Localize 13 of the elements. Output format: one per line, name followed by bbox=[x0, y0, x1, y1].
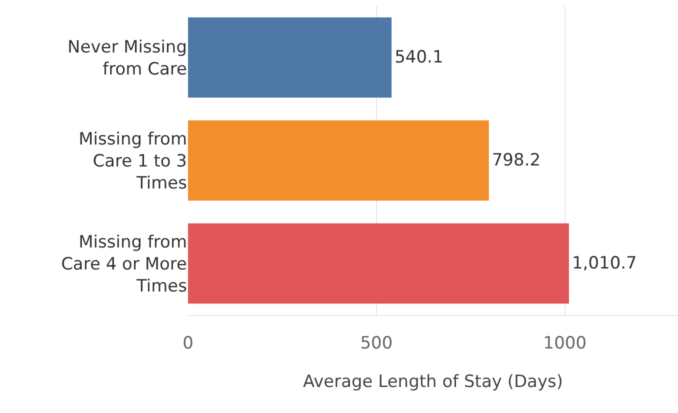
bar bbox=[188, 120, 489, 201]
x-tick-label: 1000 bbox=[543, 333, 587, 354]
x-axis-title: Average Length of Stay (Days) bbox=[302, 372, 564, 392]
data-label: 540.1 bbox=[394, 48, 444, 68]
data-label: 1,010.7 bbox=[572, 254, 637, 274]
data-label: 798.2 bbox=[492, 150, 541, 170]
x-tick-label: 0 bbox=[182, 333, 194, 354]
y-tick-label: Missing from Care 4 or More Times bbox=[61, 232, 188, 297]
x-tick-label: 500 bbox=[360, 333, 393, 354]
y-tick-label: Never Missing from Care bbox=[68, 37, 187, 80]
bar bbox=[188, 17, 392, 98]
bar bbox=[188, 223, 569, 304]
y-tick-label: Missing from Care 1 to 3 Times bbox=[78, 129, 188, 194]
